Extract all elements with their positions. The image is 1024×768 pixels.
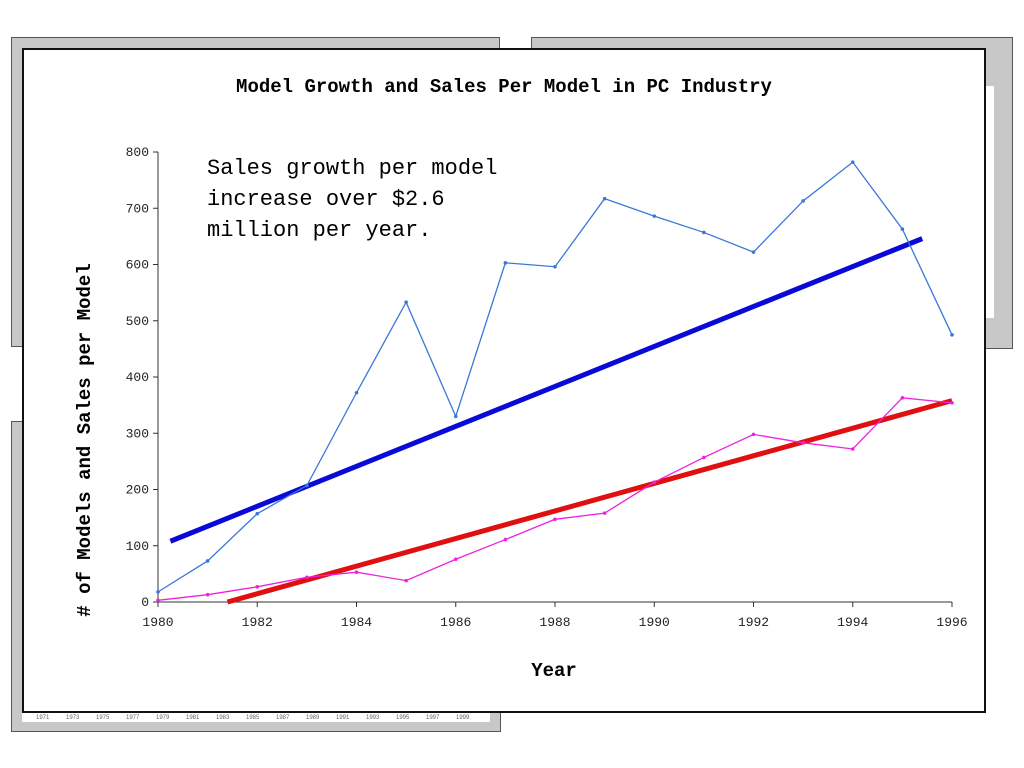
series-2-point — [553, 517, 557, 522]
series-1-point — [156, 590, 160, 594]
series-1-point — [602, 196, 607, 201]
y-tick-label: 700 — [126, 201, 149, 216]
background-year-label: 1987 — [276, 715, 290, 721]
background-year-label: 1999 — [456, 715, 470, 721]
background-year-label: 1973 — [66, 715, 80, 721]
series-2-point — [305, 575, 309, 580]
background-year-label: 1991 — [336, 715, 350, 721]
background-year-label: 1995 — [396, 715, 410, 721]
x-tick-label: 1984 — [341, 615, 372, 630]
background-year-label: 1977 — [126, 715, 140, 721]
background-year-label: 1997 — [426, 715, 440, 721]
series-2-point — [602, 511, 607, 515]
y-tick-label: 800 — [126, 145, 149, 160]
y-tick-label: 400 — [126, 370, 149, 385]
x-axis-label: Year — [531, 660, 577, 682]
series-2-point — [751, 432, 756, 437]
series-2-point — [652, 480, 657, 484]
series-1-point — [900, 227, 905, 231]
trendline-1 — [169, 236, 924, 544]
series-1-point — [652, 214, 657, 218]
background-year-label: 1981 — [186, 715, 200, 721]
series-1-point — [850, 160, 855, 164]
series-1-point — [453, 414, 458, 419]
y-tick-label: 200 — [126, 483, 149, 498]
series-2-point — [453, 557, 458, 562]
series-1-point — [354, 390, 359, 395]
y-tick-label: 600 — [126, 258, 149, 273]
x-tick-label: 1980 — [142, 615, 173, 630]
series-2-point — [156, 598, 160, 603]
trendline-2 — [226, 398, 953, 605]
series-1-point — [305, 483, 309, 488]
series-2-point — [255, 585, 260, 589]
series-1-point — [553, 264, 557, 269]
series-1-point — [404, 300, 408, 304]
y-axis-label: # of Models and Sales per Model — [74, 263, 96, 617]
series-2-point — [205, 592, 210, 597]
background-year-labels: 1971 1973 1975 1977 1979 1981 1983 1985 1987 1989… — [36, 715, 486, 721]
x-tick-label: 1990 — [639, 615, 670, 630]
series-2-point — [404, 578, 408, 583]
x-tick-label: 1986 — [440, 615, 471, 630]
series-1-point — [950, 333, 954, 337]
y-tick-label: 0 — [141, 595, 149, 610]
background-year-label: 1979 — [156, 715, 170, 721]
series-1-point — [801, 199, 805, 203]
background-year-label: 1985 — [246, 715, 260, 721]
y-tick-label: 100 — [126, 539, 149, 554]
y-tick-label: 500 — [126, 314, 149, 329]
series-1-point — [503, 261, 508, 265]
background-year-label: 1983 — [216, 715, 230, 721]
series-2-point — [850, 447, 855, 451]
y-tick-label: 300 — [126, 426, 149, 441]
x-tick-label: 1992 — [738, 615, 769, 630]
series-2-point — [503, 537, 508, 542]
series-2-point — [801, 441, 805, 445]
series-2-point — [702, 455, 706, 460]
x-tick-label: 1994 — [837, 615, 868, 630]
chart-annotation: Sales growth per model increase over $2.… — [207, 156, 498, 243]
series-2-point — [950, 401, 954, 405]
series-1-point — [255, 511, 260, 516]
x-tick-label: 1988 — [539, 615, 570, 630]
series-1-point — [205, 559, 210, 563]
series-1-point — [751, 250, 756, 254]
background-year-label: 1993 — [366, 715, 380, 721]
background-year-label: 1975 — [96, 715, 110, 721]
x-tick-label: 1982 — [242, 615, 273, 630]
chart-title: Model Growth and Sales Per Model in PC I… — [236, 76, 772, 98]
background-year-label: 1971 — [36, 715, 50, 721]
x-tick-label: 1996 — [936, 615, 967, 630]
series-1-point — [702, 230, 706, 235]
series-2-point — [354, 570, 359, 574]
chart-panel: 0 100 200 300 400 500 600 700 800 1980 1982 1984 198… — [22, 48, 986, 713]
chart-canvas: 0 100 200 300 400 500 600 700 800 1980 1982 1984 198… — [126, 145, 968, 630]
background-year-label: 1989 — [306, 715, 320, 721]
series-2-point — [900, 396, 905, 400]
